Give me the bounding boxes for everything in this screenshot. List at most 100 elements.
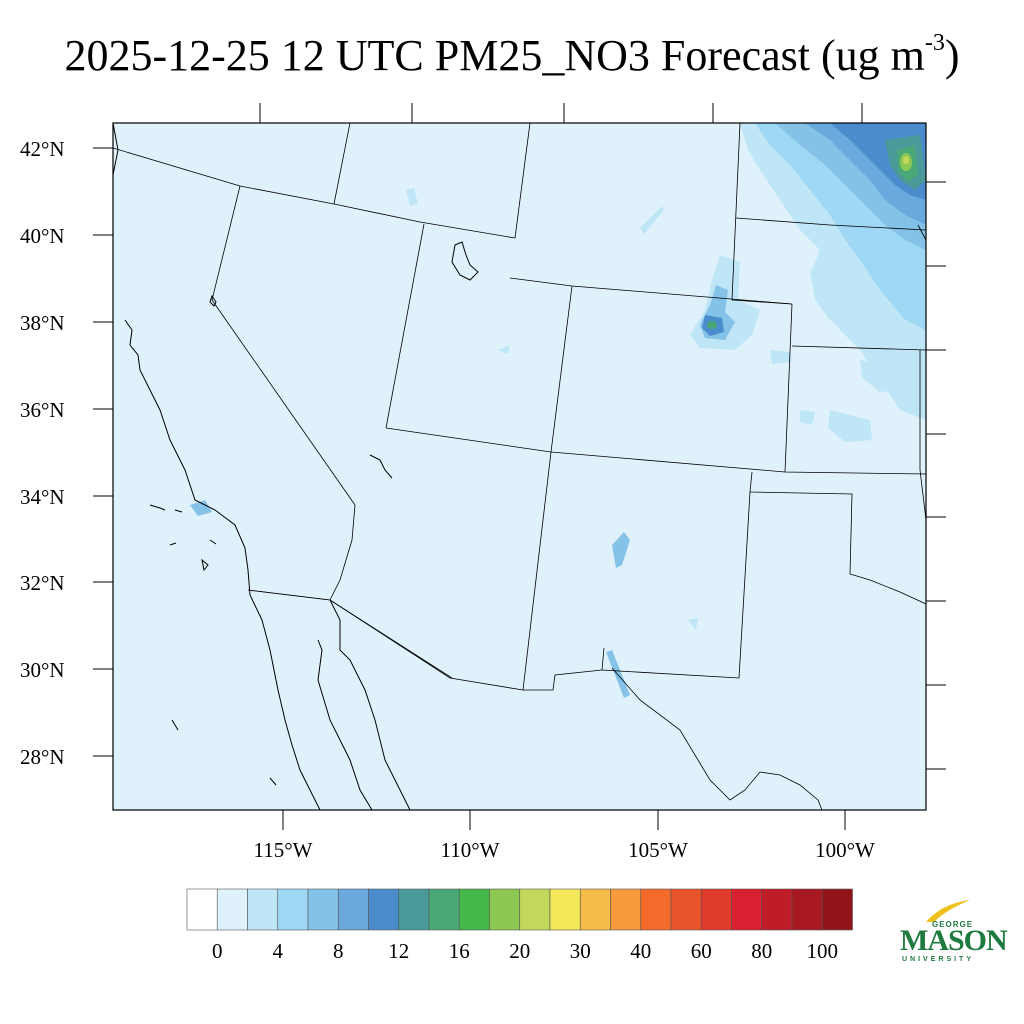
title-close: ) bbox=[944, 31, 960, 80]
plume-peak bbox=[903, 156, 909, 164]
coastlines bbox=[113, 123, 479, 810]
lat-labels: 42°N 40°N 38°N 36°N 34°N 32°N 30°N 28°N bbox=[20, 137, 65, 769]
baja-gulf-coast bbox=[329, 599, 411, 810]
logo-swoosh-icon bbox=[926, 900, 970, 922]
colorbar-cell bbox=[458, 888, 490, 931]
colorbar-cell bbox=[186, 888, 218, 931]
title-text: 2025-12-25 12 UTC PM25_NO3 Forecast (ug … bbox=[64, 31, 925, 80]
colorbar-cell bbox=[307, 888, 339, 931]
front-range-core bbox=[707, 321, 717, 329]
rio-grande-patch bbox=[612, 532, 630, 568]
colorbar-cell bbox=[216, 888, 248, 931]
sd-ia-border bbox=[917, 224, 926, 241]
lon-label: 110°W bbox=[441, 838, 500, 862]
great-salt-lake bbox=[451, 241, 479, 281]
wy-east-border bbox=[731, 123, 741, 301]
wyoming-streak-2 bbox=[406, 188, 418, 206]
colorbar-tick-label: 80 bbox=[751, 939, 772, 963]
nv-ut-border bbox=[385, 223, 425, 429]
lat-label: 36°N bbox=[20, 398, 65, 422]
colorbar-cell bbox=[731, 888, 763, 931]
lake-mead bbox=[369, 454, 393, 479]
colorbar-tick-label: 60 bbox=[691, 939, 712, 963]
state-boundaries bbox=[113, 123, 926, 810]
right-ticks bbox=[926, 181, 946, 770]
colorbar-labels: 0 4 8 12 16 20 30 40 60 80 100 bbox=[212, 939, 838, 963]
colorbar-cell bbox=[761, 888, 793, 931]
lat-label: 42°N bbox=[20, 137, 65, 161]
colorbar-cell bbox=[368, 888, 400, 931]
ks-east bbox=[919, 350, 926, 521]
lat-label: 30°N bbox=[20, 658, 65, 682]
lat-label: 38°N bbox=[20, 311, 65, 335]
plains-patch-5 bbox=[800, 410, 815, 425]
colorbar-tick-label: 16 bbox=[449, 939, 470, 963]
id-wy-border bbox=[333, 123, 351, 205]
gmu-logo: GEORGE MASON UNIVERSITY bbox=[898, 898, 1008, 970]
colorbar-cell bbox=[821, 888, 853, 931]
plains-patch-4 bbox=[770, 350, 792, 364]
colorbar-tick-label: 100 bbox=[807, 939, 839, 963]
colorbar-cell bbox=[700, 888, 732, 931]
el-paso-patch bbox=[606, 650, 630, 698]
logo-mason: MASON bbox=[900, 924, 1008, 957]
map-title: 2025-12-25 12 UTC PM25_NO3 Forecast (ug … bbox=[0, 30, 1024, 81]
lon-labels: 115°W 110°W 105°W 100°W bbox=[254, 838, 876, 862]
logo-george: GEORGE bbox=[932, 920, 974, 929]
ks-ok-border bbox=[791, 345, 926, 351]
colorbar-cell bbox=[489, 888, 521, 931]
la-basin-patch bbox=[190, 500, 212, 516]
plains-patch-1 bbox=[810, 270, 870, 340]
plains-patch-2 bbox=[860, 360, 905, 392]
lon-label: 115°W bbox=[254, 838, 313, 862]
lat-label: 28°N bbox=[20, 745, 65, 769]
colorbar-cell bbox=[610, 888, 642, 931]
colorbar-tick-label: 8 bbox=[333, 939, 344, 963]
baja-inner bbox=[317, 639, 373, 810]
colorbar-cell bbox=[670, 888, 702, 931]
colorbar-tick-label: 12 bbox=[388, 939, 409, 963]
title-superscript: -3 bbox=[924, 30, 945, 56]
lon-label: 105°W bbox=[628, 838, 688, 862]
lat-label: 32°N bbox=[20, 571, 65, 595]
colorbar-cell bbox=[428, 888, 460, 931]
co-ks-border bbox=[784, 303, 793, 473]
colorbar-tick-label: 20 bbox=[509, 939, 530, 963]
colorbar-cell bbox=[519, 888, 551, 931]
baja-islands bbox=[169, 539, 277, 786]
colorbar-cell bbox=[398, 888, 430, 931]
colorbar-tick-label: 30 bbox=[570, 939, 591, 963]
channel-islands bbox=[149, 504, 183, 513]
ca-nv-border bbox=[211, 185, 356, 506]
nm-tx-border bbox=[601, 491, 751, 679]
utah-patch bbox=[498, 345, 510, 354]
top-ticks bbox=[259, 103, 863, 123]
colorbar-cell bbox=[640, 888, 672, 931]
ne-ks-border bbox=[731, 299, 793, 305]
colorbar-cell bbox=[337, 888, 369, 931]
logo-university: UNIVERSITY bbox=[902, 956, 975, 963]
az-nm-border bbox=[522, 451, 552, 691]
map-background bbox=[113, 123, 926, 810]
colorbar-tick-label: 40 bbox=[630, 939, 651, 963]
colorbar-tick-label: 4 bbox=[273, 939, 284, 963]
colorbar-cell bbox=[247, 888, 279, 931]
lat-label: 40°N bbox=[20, 224, 65, 248]
colorbar-cell bbox=[549, 888, 581, 931]
colorbar-cell bbox=[277, 888, 309, 931]
plains-patch-3 bbox=[828, 410, 872, 442]
pacific-coast bbox=[113, 123, 321, 810]
wy-west-border bbox=[514, 123, 531, 239]
co-ut-west bbox=[550, 285, 573, 453]
texas-patch bbox=[688, 618, 698, 630]
lon-label: 100°W bbox=[815, 838, 875, 862]
colorbar-tick-label: 0 bbox=[212, 939, 223, 963]
colorbar-cell bbox=[791, 888, 823, 931]
bottom-ticks bbox=[282, 810, 846, 830]
concentration-fields bbox=[113, 123, 926, 810]
az-mex-border bbox=[329, 599, 603, 691]
wyoming-streak bbox=[640, 206, 664, 234]
lake-tahoe bbox=[209, 294, 217, 307]
rio-grande bbox=[611, 667, 823, 810]
